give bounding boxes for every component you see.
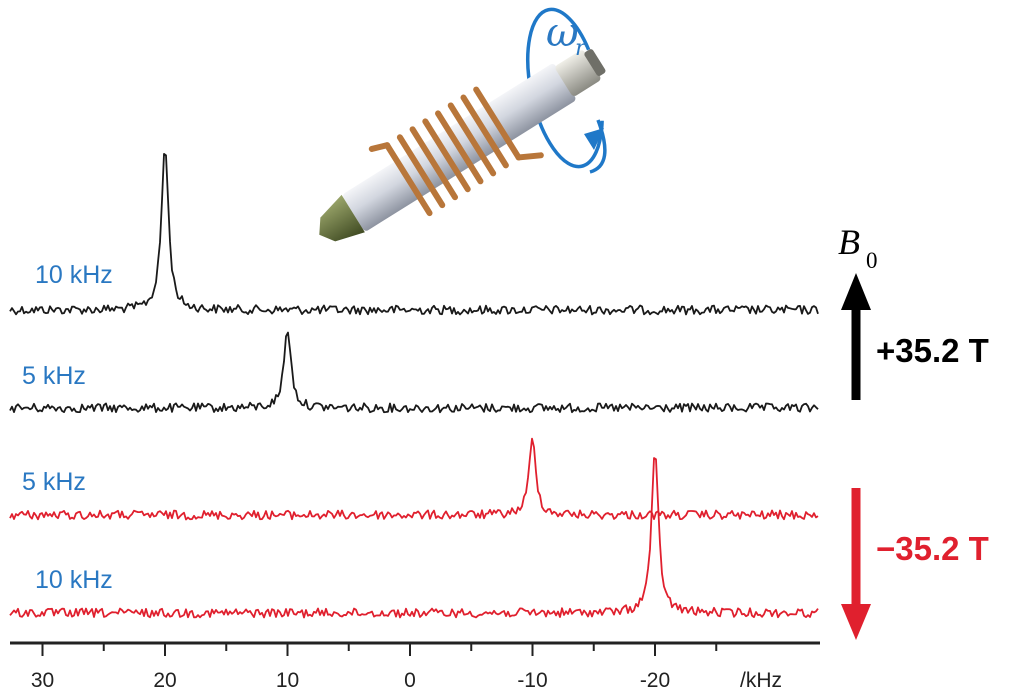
rotor-cap (319, 194, 365, 242)
trace-label-1: 10 kHz (35, 261, 113, 289)
x-axis-ticks: 30 20 10 0 -10 -20 (31, 643, 718, 691)
x-tick-label: -20 (640, 669, 670, 691)
trace-labels: 10 kHz 5 kHz 5 kHz 10 kHz (22, 261, 113, 594)
spectrum-trace-4 (9, 457, 819, 619)
negative-field-label: −35.2 T (876, 530, 989, 567)
trace-label-2: 5 kHz (22, 362, 86, 390)
positive-field-arrow (841, 273, 871, 400)
rotation-subscript: r (575, 36, 587, 61)
x-tick-label: 20 (153, 669, 176, 691)
x-tick-label: 10 (276, 669, 299, 691)
b0-subscript: 0 (866, 248, 878, 273)
coil (368, 86, 544, 217)
x-tick-label: 0 (404, 669, 416, 691)
rotation-arrow-front (589, 119, 607, 174)
trace-label-4: 10 kHz (35, 566, 113, 594)
negative-field-arrow (841, 488, 871, 640)
spectrum-trace-1 (9, 153, 819, 316)
rotation-arrowhead (584, 128, 604, 150)
x-axis-unit: /kHz (740, 669, 782, 691)
x-tick-label: 30 (31, 669, 54, 691)
positive-field-label: +35.2 T (876, 332, 989, 369)
b0-symbol: B (838, 222, 860, 262)
rotation-symbol: ω (546, 10, 579, 56)
rotor-illustration: ω r (319, 7, 607, 242)
spectra-traces (9, 153, 819, 619)
spectrum-trace-3 (9, 437, 819, 521)
spectrum-trace-2 (9, 331, 819, 414)
trace-label-3: 5 kHz (22, 468, 86, 496)
x-tick-label: -10 (517, 669, 547, 691)
